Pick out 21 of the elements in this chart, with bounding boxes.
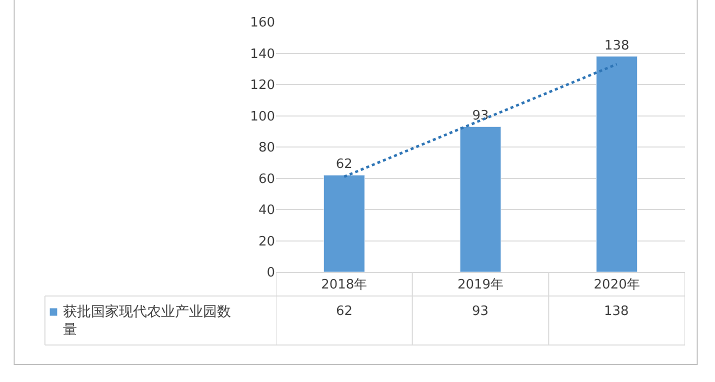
y-tick-label: 60 bbox=[258, 172, 275, 187]
y-tick-label: 140 bbox=[250, 46, 275, 62]
legend-label: 获批国家现代农业产业园数量 bbox=[63, 304, 231, 338]
data-label: 62 bbox=[336, 304, 353, 319]
text: 62 bbox=[336, 157, 352, 172]
bar bbox=[460, 126, 502, 272]
y-tick-label: 40 bbox=[258, 203, 275, 218]
text: 138 bbox=[604, 38, 630, 54]
y-tick-label: 160 bbox=[250, 16, 275, 31]
x-tick-label: 2018年 bbox=[321, 278, 368, 293]
y-tick-label: 120 bbox=[250, 78, 275, 94]
y-tick-label: 0 bbox=[266, 266, 275, 281]
y-tick-label: 20 bbox=[258, 234, 275, 250]
bar bbox=[596, 56, 638, 272]
x-tick-label: 2020年 bbox=[594, 278, 640, 293]
data-label: 93 bbox=[472, 304, 489, 319]
bar bbox=[323, 174, 365, 272]
x-tick-label: 2019年 bbox=[457, 278, 504, 293]
y-tick-label: 100 bbox=[250, 109, 275, 124]
data-label: 138 bbox=[604, 304, 629, 319]
y-tick-label: 80 bbox=[258, 140, 275, 156]
